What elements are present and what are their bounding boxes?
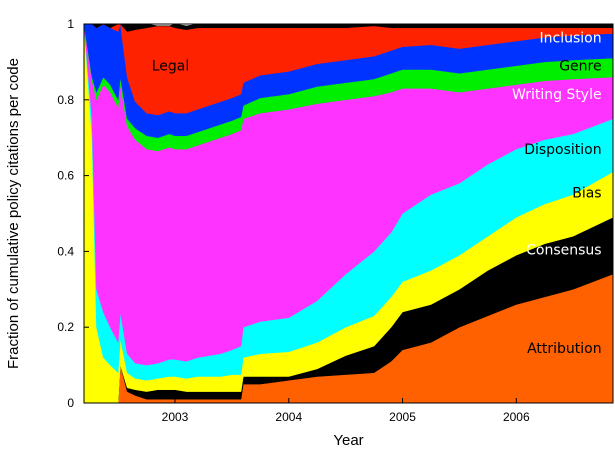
series-label-attribution: Attribution (527, 341, 602, 357)
series-label-writing-style: Writing Style (512, 87, 602, 103)
series-label-genre: Genre (559, 59, 601, 75)
x-tick-label: 2003 (162, 410, 189, 424)
series-label-consensus: Consensus (526, 243, 601, 259)
y-tick-label: 0.8 (57, 93, 74, 107)
plot-frame (83, 23, 614, 404)
x-tick-label: 2005 (389, 410, 416, 424)
y-tick-label: 0.4 (57, 244, 74, 258)
series-label-inclusion: Inclusion (540, 30, 602, 46)
series-labels: Legal Inclusion Genre Writing Style Disposit… (152, 30, 602, 357)
x-axis: 2003 2004 2005 2006 (162, 398, 530, 424)
y-tick-label: 0.6 (57, 169, 74, 183)
y-tick-label: 1 (67, 17, 74, 31)
y-axis-title: Fraction of cumulative policy citations … (5, 58, 22, 369)
series-label-bias: Bias (572, 186, 601, 202)
series-label-disposition: Disposition (524, 142, 601, 158)
x-tick-label: 2004 (275, 410, 302, 424)
area-series-group (83, 23, 614, 404)
y-axis: 0 0.2 0.4 0.6 0.8 1 (57, 17, 89, 410)
series-label-legal: Legal (152, 59, 190, 75)
x-axis-title: Year (333, 432, 363, 449)
y-tick-label: 0 (67, 396, 74, 410)
x-tick-label: 2006 (503, 410, 530, 424)
y-tick-label: 0.2 (57, 320, 74, 334)
